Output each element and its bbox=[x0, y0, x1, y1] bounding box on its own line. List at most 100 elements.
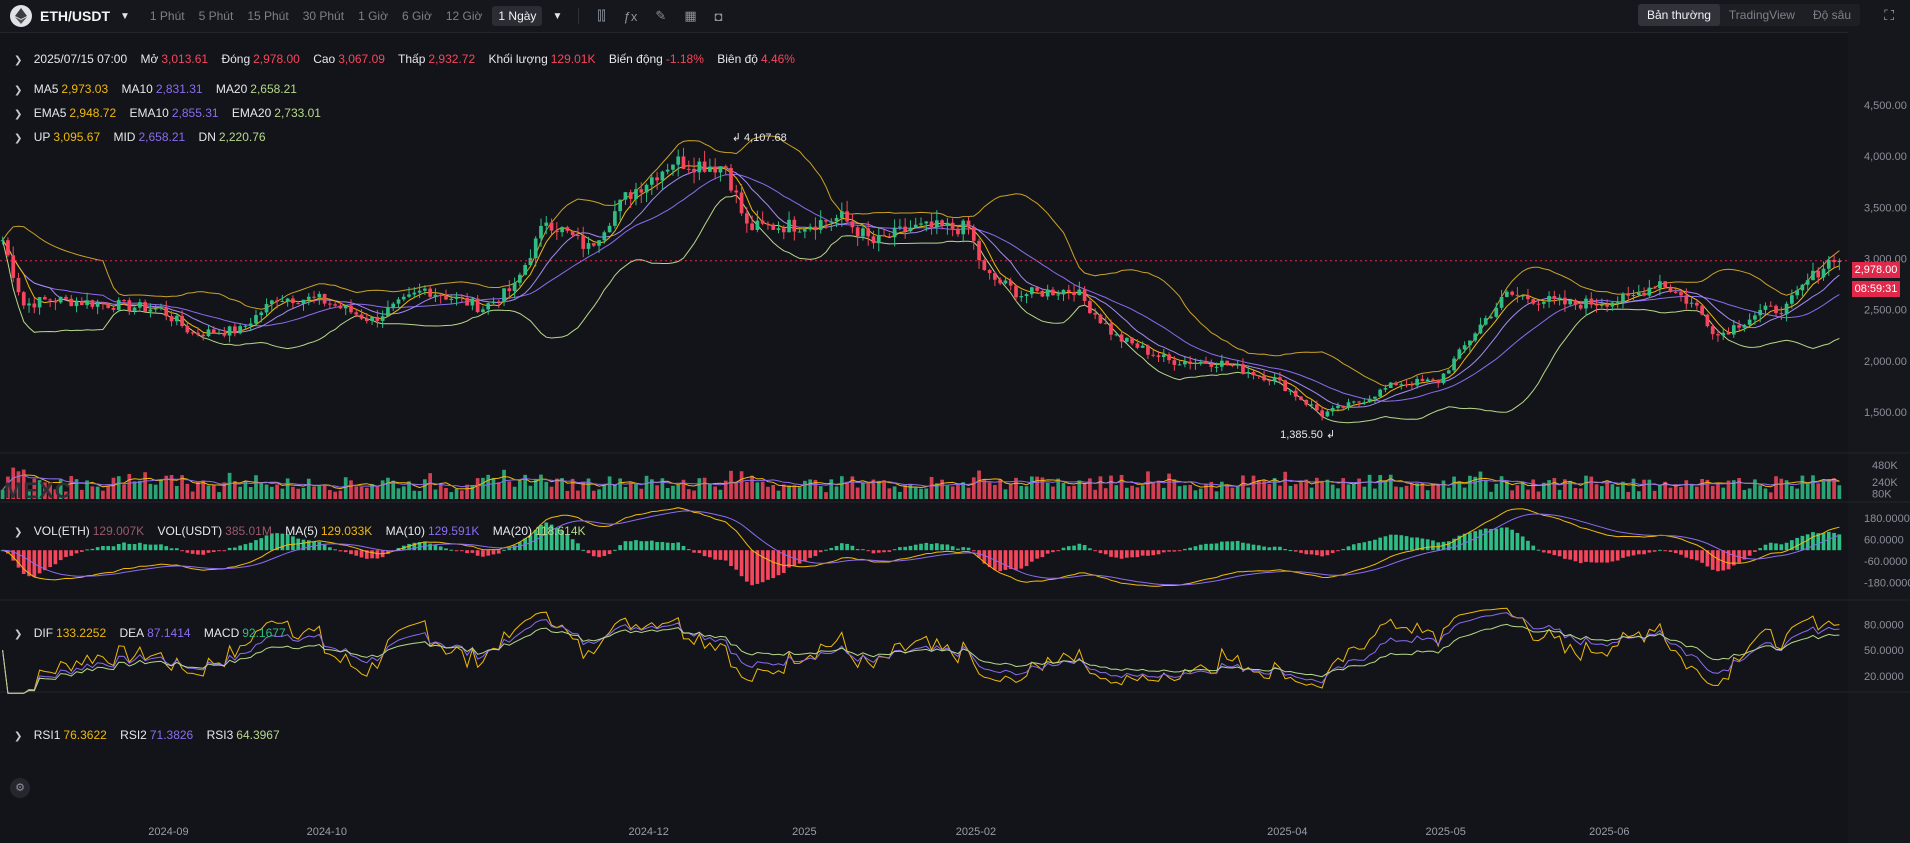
macd-histogram-bar bbox=[1768, 542, 1773, 551]
indicator-icon[interactable]: ƒx bbox=[623, 8, 638, 24]
volume-bar bbox=[961, 482, 966, 499]
volume-bar bbox=[1367, 474, 1372, 499]
macd-histogram-bar bbox=[1330, 550, 1335, 554]
candle-body bbox=[1584, 298, 1588, 309]
candle-body bbox=[623, 192, 628, 200]
collapse-chevron-icon[interactable]: ❯ bbox=[14, 55, 23, 66]
macd-histogram-bar bbox=[1325, 550, 1330, 556]
volume-bar bbox=[217, 492, 221, 499]
candle-body bbox=[560, 227, 564, 233]
chart-settings-icon[interactable]: ⚙ bbox=[10, 778, 30, 798]
volume-bar bbox=[581, 481, 586, 499]
timeframe-15m[interactable]: 15 Phút bbox=[247, 9, 289, 23]
candle-body bbox=[850, 221, 855, 228]
tab-depth[interactable]: Độ sâu bbox=[1812, 8, 1851, 22]
macd-histogram-bar bbox=[1267, 547, 1272, 551]
candle-body bbox=[824, 220, 828, 222]
timeframe-1h[interactable]: 1 Giờ bbox=[358, 9, 388, 23]
candle-body bbox=[211, 329, 216, 334]
macd-histogram-bar bbox=[1193, 546, 1198, 551]
timeframe-12h[interactable]: 12 Giờ bbox=[445, 9, 483, 23]
tab-tradingview[interactable]: TradingView bbox=[1728, 8, 1795, 22]
macd-histogram-bar bbox=[27, 550, 31, 577]
candle-body bbox=[1124, 337, 1129, 342]
collapse-chevron-icon[interactable]: ❯ bbox=[14, 133, 23, 144]
timeframe-30m[interactable]: 30 Phút bbox=[302, 9, 345, 23]
candle-body bbox=[1167, 354, 1171, 361]
volume-bar bbox=[1531, 479, 1536, 499]
volume-bar bbox=[391, 480, 396, 499]
macd-histogram-bar bbox=[708, 550, 712, 558]
candle-body bbox=[1832, 259, 1836, 263]
ema20-value: 2,733.01 bbox=[274, 106, 321, 120]
timeframe-6h[interactable]: 6 Giờ bbox=[401, 9, 432, 23]
volume-bar bbox=[1378, 475, 1383, 499]
volume-bar bbox=[386, 477, 390, 499]
macd-histogram-bar bbox=[1235, 540, 1240, 551]
candle-body bbox=[1452, 358, 1456, 371]
timeframe-1d[interactable]: 1 Ngày bbox=[492, 6, 543, 26]
pair-title[interactable]: ETH/USDT bbox=[40, 8, 110, 24]
volume-bar bbox=[1790, 486, 1794, 499]
candle-body bbox=[1721, 332, 1726, 336]
candle-body bbox=[692, 168, 696, 173]
volume-bar bbox=[190, 491, 195, 499]
candle-body bbox=[523, 265, 528, 275]
camera-icon[interactable]: ◘ bbox=[714, 8, 723, 24]
timeframe-1m[interactable]: 1 Phút bbox=[149, 9, 185, 23]
candle-body bbox=[718, 166, 723, 173]
tab-standard[interactable]: Bản thường bbox=[1637, 4, 1720, 26]
candle-body bbox=[1225, 360, 1229, 365]
candle-body bbox=[227, 326, 232, 336]
volume-bar bbox=[1135, 487, 1140, 499]
collapse-chevron-icon[interactable]: ❯ bbox=[14, 731, 23, 742]
volume-bar bbox=[1647, 479, 1652, 499]
timeframe-5m[interactable]: 5 Phút bbox=[198, 9, 234, 23]
collapse-chevron-icon[interactable]: ❯ bbox=[14, 629, 23, 640]
layout-grid-icon[interactable]: ▦ bbox=[684, 8, 697, 23]
candle-body bbox=[269, 300, 274, 305]
candle-body bbox=[1072, 291, 1076, 296]
macd-histogram-bar bbox=[597, 550, 601, 558]
macd-tick-label: -180.0000 bbox=[1864, 578, 1910, 590]
macd-histogram-bar bbox=[1146, 550, 1150, 556]
volume-bar bbox=[1631, 478, 1636, 499]
timeframe-dropdown-icon[interactable]: ▼ bbox=[552, 10, 563, 22]
volume-bar bbox=[95, 486, 100, 499]
candle-body bbox=[1489, 316, 1493, 319]
collapse-chevron-icon[interactable]: ❯ bbox=[14, 85, 23, 96]
collapse-chevron-icon[interactable]: ❯ bbox=[14, 527, 23, 538]
candle-body bbox=[306, 296, 311, 300]
price-tick-label: 3,500.00 bbox=[1864, 202, 1907, 214]
macd-histogram-bar bbox=[1378, 537, 1383, 551]
candle-body bbox=[48, 299, 52, 301]
volume-bar bbox=[1832, 478, 1836, 499]
volume-bar bbox=[1483, 480, 1488, 499]
macd-histogram-bar bbox=[1478, 529, 1483, 551]
candle-body bbox=[898, 226, 902, 228]
eth-logo-icon bbox=[10, 5, 32, 27]
dif-value: 133.2252 bbox=[56, 626, 107, 640]
fullscreen-icon[interactable]: ⛶ bbox=[1884, 7, 1894, 23]
macd-histogram-bar bbox=[1489, 528, 1493, 551]
boll-mid-value: 2,658.21 bbox=[138, 130, 186, 144]
ohlc-date: 2025/07/15 07:00 bbox=[33, 52, 128, 66]
macd-histogram-bar bbox=[1051, 550, 1055, 553]
candle-body bbox=[1288, 390, 1293, 392]
collapse-chevron-icon[interactable]: ❯ bbox=[14, 109, 23, 120]
candle-body bbox=[32, 303, 37, 308]
candle-type-icon[interactable]: ⫿⫿ bbox=[597, 8, 606, 23]
candle-body bbox=[90, 300, 95, 307]
macd-histogram-bar bbox=[1526, 540, 1530, 551]
volume-bar bbox=[1151, 482, 1156, 499]
macd-histogram-bar bbox=[159, 544, 163, 551]
macd-histogram-bar bbox=[1684, 550, 1689, 558]
candle-body bbox=[829, 221, 834, 223]
pair-dropdown-icon[interactable]: ▼ bbox=[120, 10, 130, 22]
draw-pencil-icon[interactable]: ✎ bbox=[655, 8, 667, 23]
candle-body bbox=[1230, 364, 1235, 366]
candle-body bbox=[971, 226, 976, 241]
change-label: Biến động bbox=[608, 52, 663, 66]
volume-bar bbox=[1119, 474, 1124, 499]
price-chart[interactable]: 4,500.004,000.003,500.003,000.002,500.00… bbox=[0, 32, 1910, 843]
